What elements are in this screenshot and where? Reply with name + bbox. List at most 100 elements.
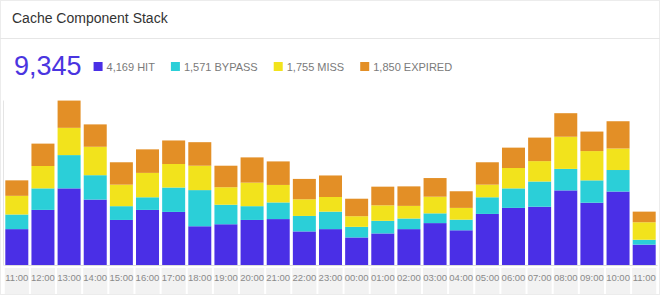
x-tick-label: 11:00	[5, 272, 28, 283]
x-tick: 03:00	[423, 265, 447, 283]
bar	[84, 147, 107, 175]
x-tick-label: 14:00	[83, 272, 107, 283]
bar	[84, 175, 107, 199]
bar	[267, 219, 290, 265]
bar	[345, 216, 368, 227]
x-tick: 19:00	[214, 265, 238, 283]
x-tick: 22:00	[292, 265, 316, 283]
bar	[136, 197, 159, 210]
x-tick-label: 12:00	[31, 272, 55, 283]
legend: 4,169 HIT 1,571 BYPASS 1,755 MISS 1,850 EXP…	[94, 61, 453, 73]
bar	[607, 121, 630, 148]
bar	[319, 197, 342, 212]
x-label-band	[554, 268, 578, 294]
x-label-band	[632, 268, 656, 294]
bar	[450, 230, 473, 265]
bar	[162, 140, 185, 164]
bar	[214, 166, 237, 188]
bar	[188, 190, 211, 226]
x-tick: 23:00	[319, 265, 343, 283]
x-tick-label: 22:00	[292, 272, 316, 283]
card-background	[1, 1, 660, 295]
x-label-bands	[5, 268, 657, 294]
bar-series	[5, 101, 655, 223]
bar	[607, 192, 630, 265]
bar	[293, 216, 316, 231]
x-tick: 13:00	[57, 265, 81, 283]
bar	[241, 157, 264, 182]
x-label-band	[266, 268, 290, 294]
bar	[345, 227, 368, 238]
x-tick: 18:00	[188, 265, 212, 283]
x-tick-label: 06:00	[502, 272, 526, 283]
bar	[371, 221, 394, 234]
x-tick: 11:00	[5, 265, 28, 283]
bar	[110, 206, 133, 220]
x-label-band	[318, 268, 342, 294]
bar	[162, 212, 185, 265]
x-tick-label: 00:00	[345, 272, 369, 283]
bar	[267, 185, 290, 203]
x-tick-label: 04:00	[449, 272, 473, 283]
bar	[502, 188, 525, 208]
x-tick: 14:00	[83, 265, 107, 283]
bar-series	[5, 188, 655, 265]
bar	[84, 200, 107, 265]
x-tick-label: 19:00	[214, 272, 238, 283]
bar	[31, 144, 54, 166]
legend-item: 1,571 BYPASS	[171, 61, 258, 73]
bar	[319, 229, 342, 265]
x-tick-label: 02:00	[397, 272, 421, 283]
x-tick-label: 17:00	[162, 272, 186, 283]
x-axis: 11:0012:0013:0014:0015:0016:0017:0018:00…	[5, 265, 658, 283]
x-tick: 17:00	[162, 265, 186, 283]
x-tick: 10:00	[606, 265, 630, 283]
x-label-band	[449, 268, 473, 294]
bar	[476, 185, 499, 198]
x-label-band	[240, 268, 264, 294]
x-label-band	[371, 268, 395, 294]
bar	[58, 128, 81, 155]
x-label-band	[188, 268, 212, 294]
legend-name: HIT	[137, 61, 155, 73]
bar	[136, 210, 159, 265]
bar	[397, 186, 420, 206]
x-tick-label: 21:00	[266, 272, 290, 283]
legend-name: EXPIRED	[404, 61, 452, 73]
bar	[502, 168, 525, 188]
x-tick: 00:00	[345, 265, 369, 283]
x-label-band	[57, 268, 81, 294]
x-tick-label: 01:00	[371, 272, 395, 283]
bar	[319, 175, 342, 197]
bar	[58, 155, 81, 188]
legend-swatch	[94, 62, 103, 71]
x-tick: 09:00	[580, 265, 604, 283]
bar	[580, 132, 603, 152]
x-label-band	[397, 268, 421, 294]
bar	[476, 197, 499, 214]
bar	[528, 181, 551, 206]
bar	[136, 149, 159, 173]
x-label-band	[214, 268, 238, 294]
legend-label: 1,850 EXPIRED	[373, 61, 452, 73]
x-tick-label: 11:00	[633, 272, 656, 283]
chart-container: Cache Component Stack9,3454,169 HIT1,571…	[0, 0, 660, 295]
bar	[293, 231, 316, 265]
legend-total: 1,850	[373, 61, 401, 73]
x-tick-label: 09:00	[580, 272, 604, 283]
x-label-band	[83, 268, 107, 294]
bar	[214, 224, 237, 265]
y-axis-line	[3, 101, 4, 266]
bar	[450, 191, 473, 208]
x-tick-label: 13:00	[57, 272, 81, 283]
legend-swatch	[360, 62, 369, 71]
x-tick: 07:00	[528, 265, 552, 283]
legend-item: 4,169 HIT	[94, 61, 156, 73]
bar	[502, 208, 525, 265]
bar	[110, 185, 133, 207]
x-tick: 20:00	[240, 265, 264, 283]
x-tick: 02:00	[397, 265, 421, 283]
bars	[5, 101, 655, 265]
legend-label: 1,755 MISS	[287, 61, 345, 73]
bar	[110, 162, 133, 184]
